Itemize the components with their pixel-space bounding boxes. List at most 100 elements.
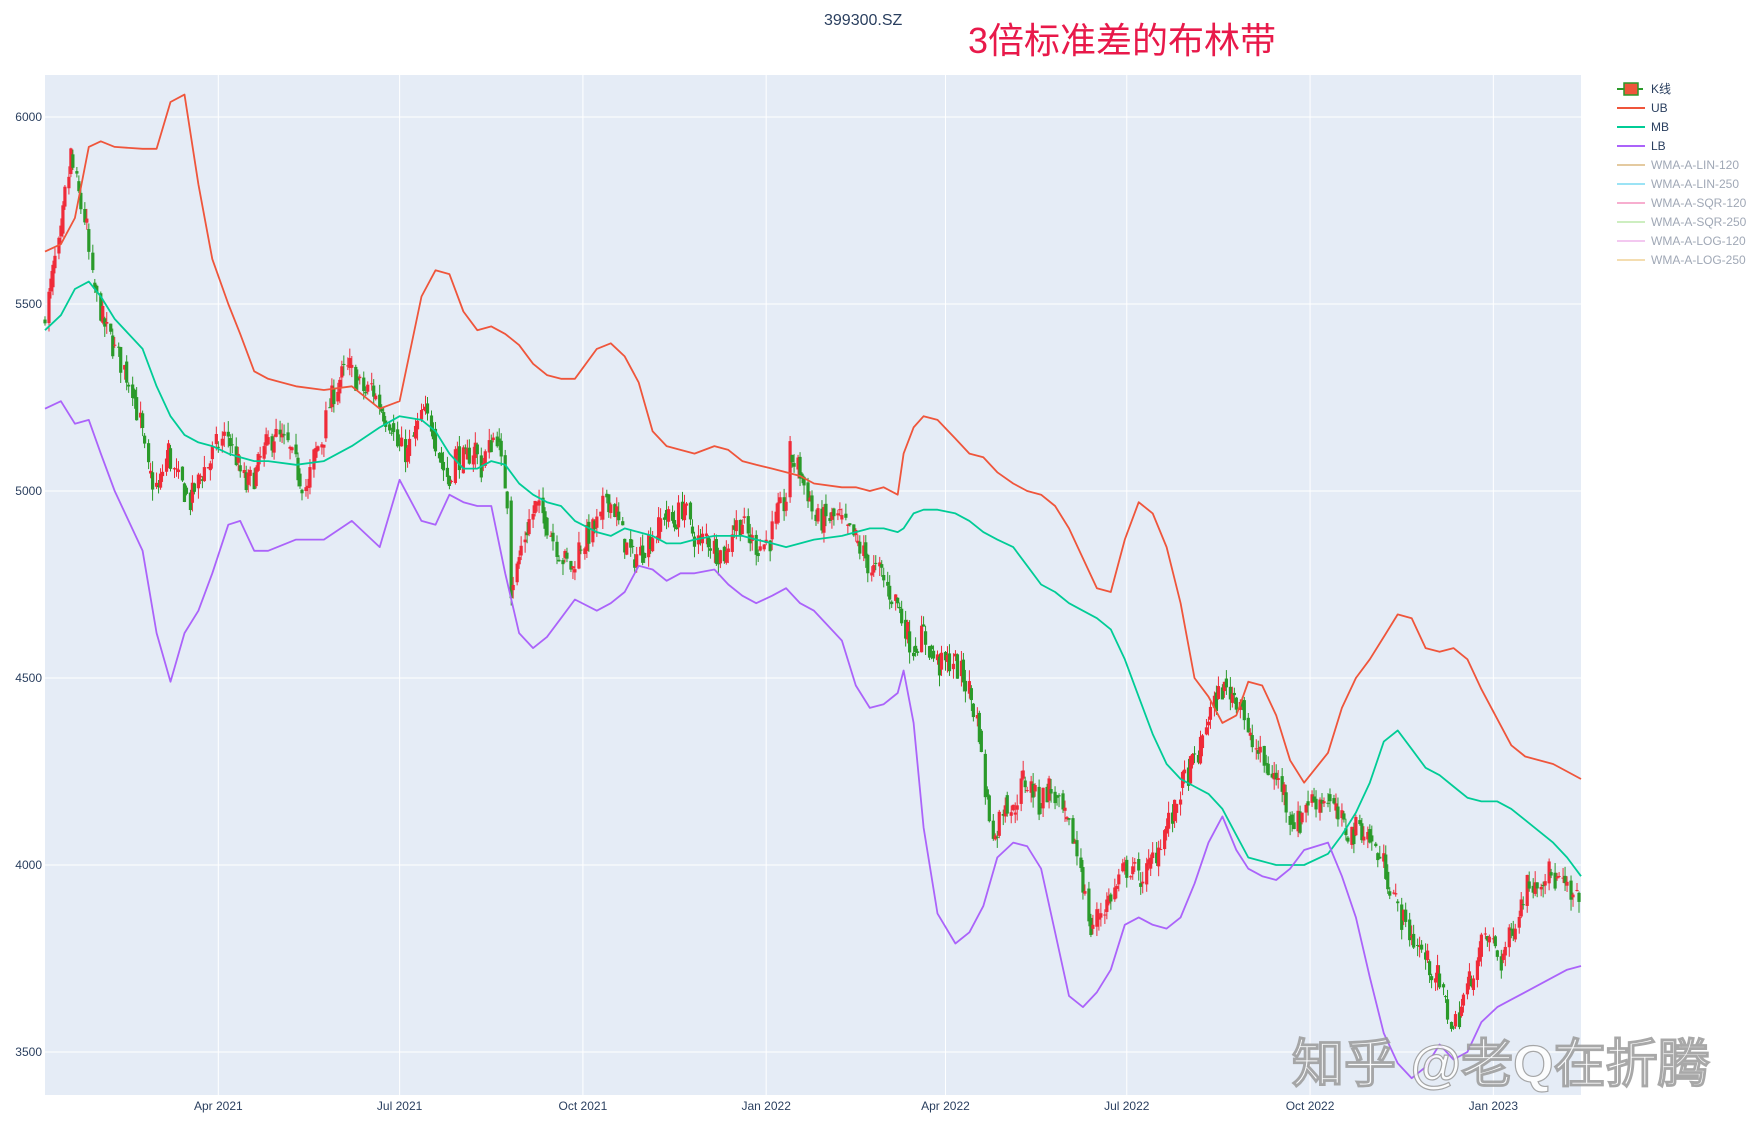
candle-body[interactable] bbox=[109, 323, 113, 332]
candle-body[interactable] bbox=[270, 436, 274, 451]
candle-body[interactable] bbox=[125, 361, 129, 383]
candle-body[interactable] bbox=[1107, 895, 1111, 904]
candle-body[interactable] bbox=[141, 413, 145, 428]
candle-body[interactable] bbox=[431, 431, 436, 440]
candle-body[interactable] bbox=[51, 264, 55, 288]
candle-body[interactable] bbox=[503, 455, 507, 489]
candle-body[interactable] bbox=[1071, 818, 1075, 844]
candle-body[interactable] bbox=[166, 443, 171, 463]
candle-body[interactable] bbox=[1416, 944, 1420, 946]
candle-body[interactable] bbox=[1234, 697, 1238, 710]
candle-body[interactable] bbox=[993, 835, 997, 840]
candle-body[interactable] bbox=[43, 319, 47, 324]
candle-body[interactable] bbox=[75, 171, 79, 174]
candle-body[interactable] bbox=[1449, 1021, 1454, 1029]
candle-body[interactable] bbox=[1521, 904, 1525, 906]
candle-body[interactable] bbox=[937, 656, 942, 676]
candle-body[interactable] bbox=[1246, 717, 1250, 733]
candle-body[interactable] bbox=[515, 563, 519, 583]
candle-body[interactable] bbox=[1230, 693, 1234, 703]
candle-body[interactable] bbox=[1334, 803, 1338, 811]
candle-body[interactable] bbox=[497, 438, 501, 443]
candle-body[interactable] bbox=[1368, 829, 1372, 843]
candle-body[interactable] bbox=[991, 820, 995, 839]
legend-item[interactable]: LB bbox=[1617, 139, 1666, 153]
candle-body[interactable] bbox=[1200, 735, 1205, 749]
candle-body[interactable] bbox=[1467, 971, 1472, 987]
candle-body[interactable] bbox=[880, 564, 884, 568]
candle-body[interactable] bbox=[1206, 721, 1211, 726]
candle-body[interactable] bbox=[690, 526, 695, 534]
candle-body[interactable] bbox=[1437, 973, 1442, 988]
candle-body[interactable] bbox=[915, 651, 920, 653]
candle-body[interactable] bbox=[228, 438, 232, 447]
candle-body[interactable] bbox=[1408, 919, 1412, 941]
candle-body[interactable] bbox=[105, 321, 109, 324]
candle-body[interactable] bbox=[413, 425, 418, 439]
legend-item[interactable]: UB bbox=[1617, 101, 1668, 115]
candle-body[interactable] bbox=[955, 654, 960, 679]
candle-body[interactable] bbox=[196, 474, 201, 489]
candle-body[interactable] bbox=[680, 501, 685, 520]
candle-body[interactable] bbox=[1049, 789, 1053, 794]
candle-body[interactable] bbox=[1067, 818, 1071, 820]
candle-body[interactable] bbox=[1527, 881, 1531, 889]
candle-body[interactable] bbox=[718, 550, 722, 564]
candle-body[interactable] bbox=[1276, 778, 1280, 781]
candle-body[interactable] bbox=[1149, 857, 1153, 869]
candle-body[interactable] bbox=[308, 467, 312, 488]
candle-body[interactable] bbox=[1284, 792, 1288, 813]
candle-body[interactable] bbox=[1212, 695, 1217, 708]
candle-body[interactable] bbox=[1318, 799, 1322, 813]
candle-body[interactable] bbox=[666, 509, 671, 522]
legend-item[interactable]: WMA-A-SQR-120 bbox=[1617, 196, 1747, 210]
candle-body[interactable] bbox=[1386, 871, 1390, 890]
candle-body[interactable] bbox=[306, 485, 310, 489]
candle-body[interactable] bbox=[1055, 795, 1059, 798]
candle-body[interactable] bbox=[1196, 754, 1201, 763]
candle-body[interactable] bbox=[1362, 836, 1366, 841]
candle-body[interactable] bbox=[222, 431, 226, 436]
candle-body[interactable] bbox=[1172, 799, 1177, 822]
candle-body[interactable] bbox=[927, 646, 932, 658]
candle-body[interactable] bbox=[1475, 960, 1480, 980]
candle-body[interactable] bbox=[1174, 803, 1179, 813]
candle-body[interactable] bbox=[449, 480, 454, 482]
candle-body[interactable] bbox=[176, 469, 181, 473]
candle-body[interactable] bbox=[1115, 886, 1119, 889]
candle-body[interactable] bbox=[495, 436, 499, 447]
candle-body[interactable] bbox=[774, 511, 778, 524]
candle-body[interactable] bbox=[643, 552, 647, 559]
candle-body[interactable] bbox=[200, 479, 204, 481]
candle-body[interactable] bbox=[214, 434, 218, 445]
candle-body[interactable] bbox=[473, 442, 477, 458]
candle-body[interactable] bbox=[1095, 909, 1099, 927]
candle-body[interactable] bbox=[1103, 914, 1107, 916]
candle-body[interactable] bbox=[1256, 750, 1260, 754]
candle-body[interactable] bbox=[461, 447, 465, 474]
candle-body[interactable] bbox=[123, 365, 127, 370]
candle-body[interactable] bbox=[712, 540, 716, 554]
candle-body[interactable] bbox=[517, 557, 521, 565]
candle-body[interactable] bbox=[101, 305, 105, 323]
candle-body[interactable] bbox=[1186, 767, 1191, 786]
candle-body[interactable] bbox=[238, 465, 242, 472]
candle-body[interactable] bbox=[1412, 933, 1416, 948]
candle-body[interactable] bbox=[425, 403, 430, 414]
candle-body[interactable] bbox=[1296, 810, 1300, 832]
bollinger-bands[interactable] bbox=[44, 93, 1582, 1080]
candle-body[interactable] bbox=[288, 446, 292, 449]
candle-body[interactable] bbox=[704, 533, 709, 537]
candle-body[interactable] bbox=[1159, 849, 1163, 851]
candle-body[interactable] bbox=[1503, 946, 1507, 956]
candle-body[interactable] bbox=[535, 501, 539, 506]
candle-body[interactable] bbox=[133, 389, 137, 399]
candle-body[interactable] bbox=[1081, 867, 1085, 893]
candle-body[interactable] bbox=[370, 383, 374, 385]
candle-body[interactable] bbox=[770, 521, 774, 540]
candle-body[interactable] bbox=[182, 483, 187, 502]
candle-body[interactable] bbox=[1121, 863, 1125, 872]
candle-body[interactable] bbox=[1342, 813, 1346, 820]
candle-body[interactable] bbox=[1507, 927, 1511, 948]
candle-body[interactable] bbox=[888, 585, 892, 600]
